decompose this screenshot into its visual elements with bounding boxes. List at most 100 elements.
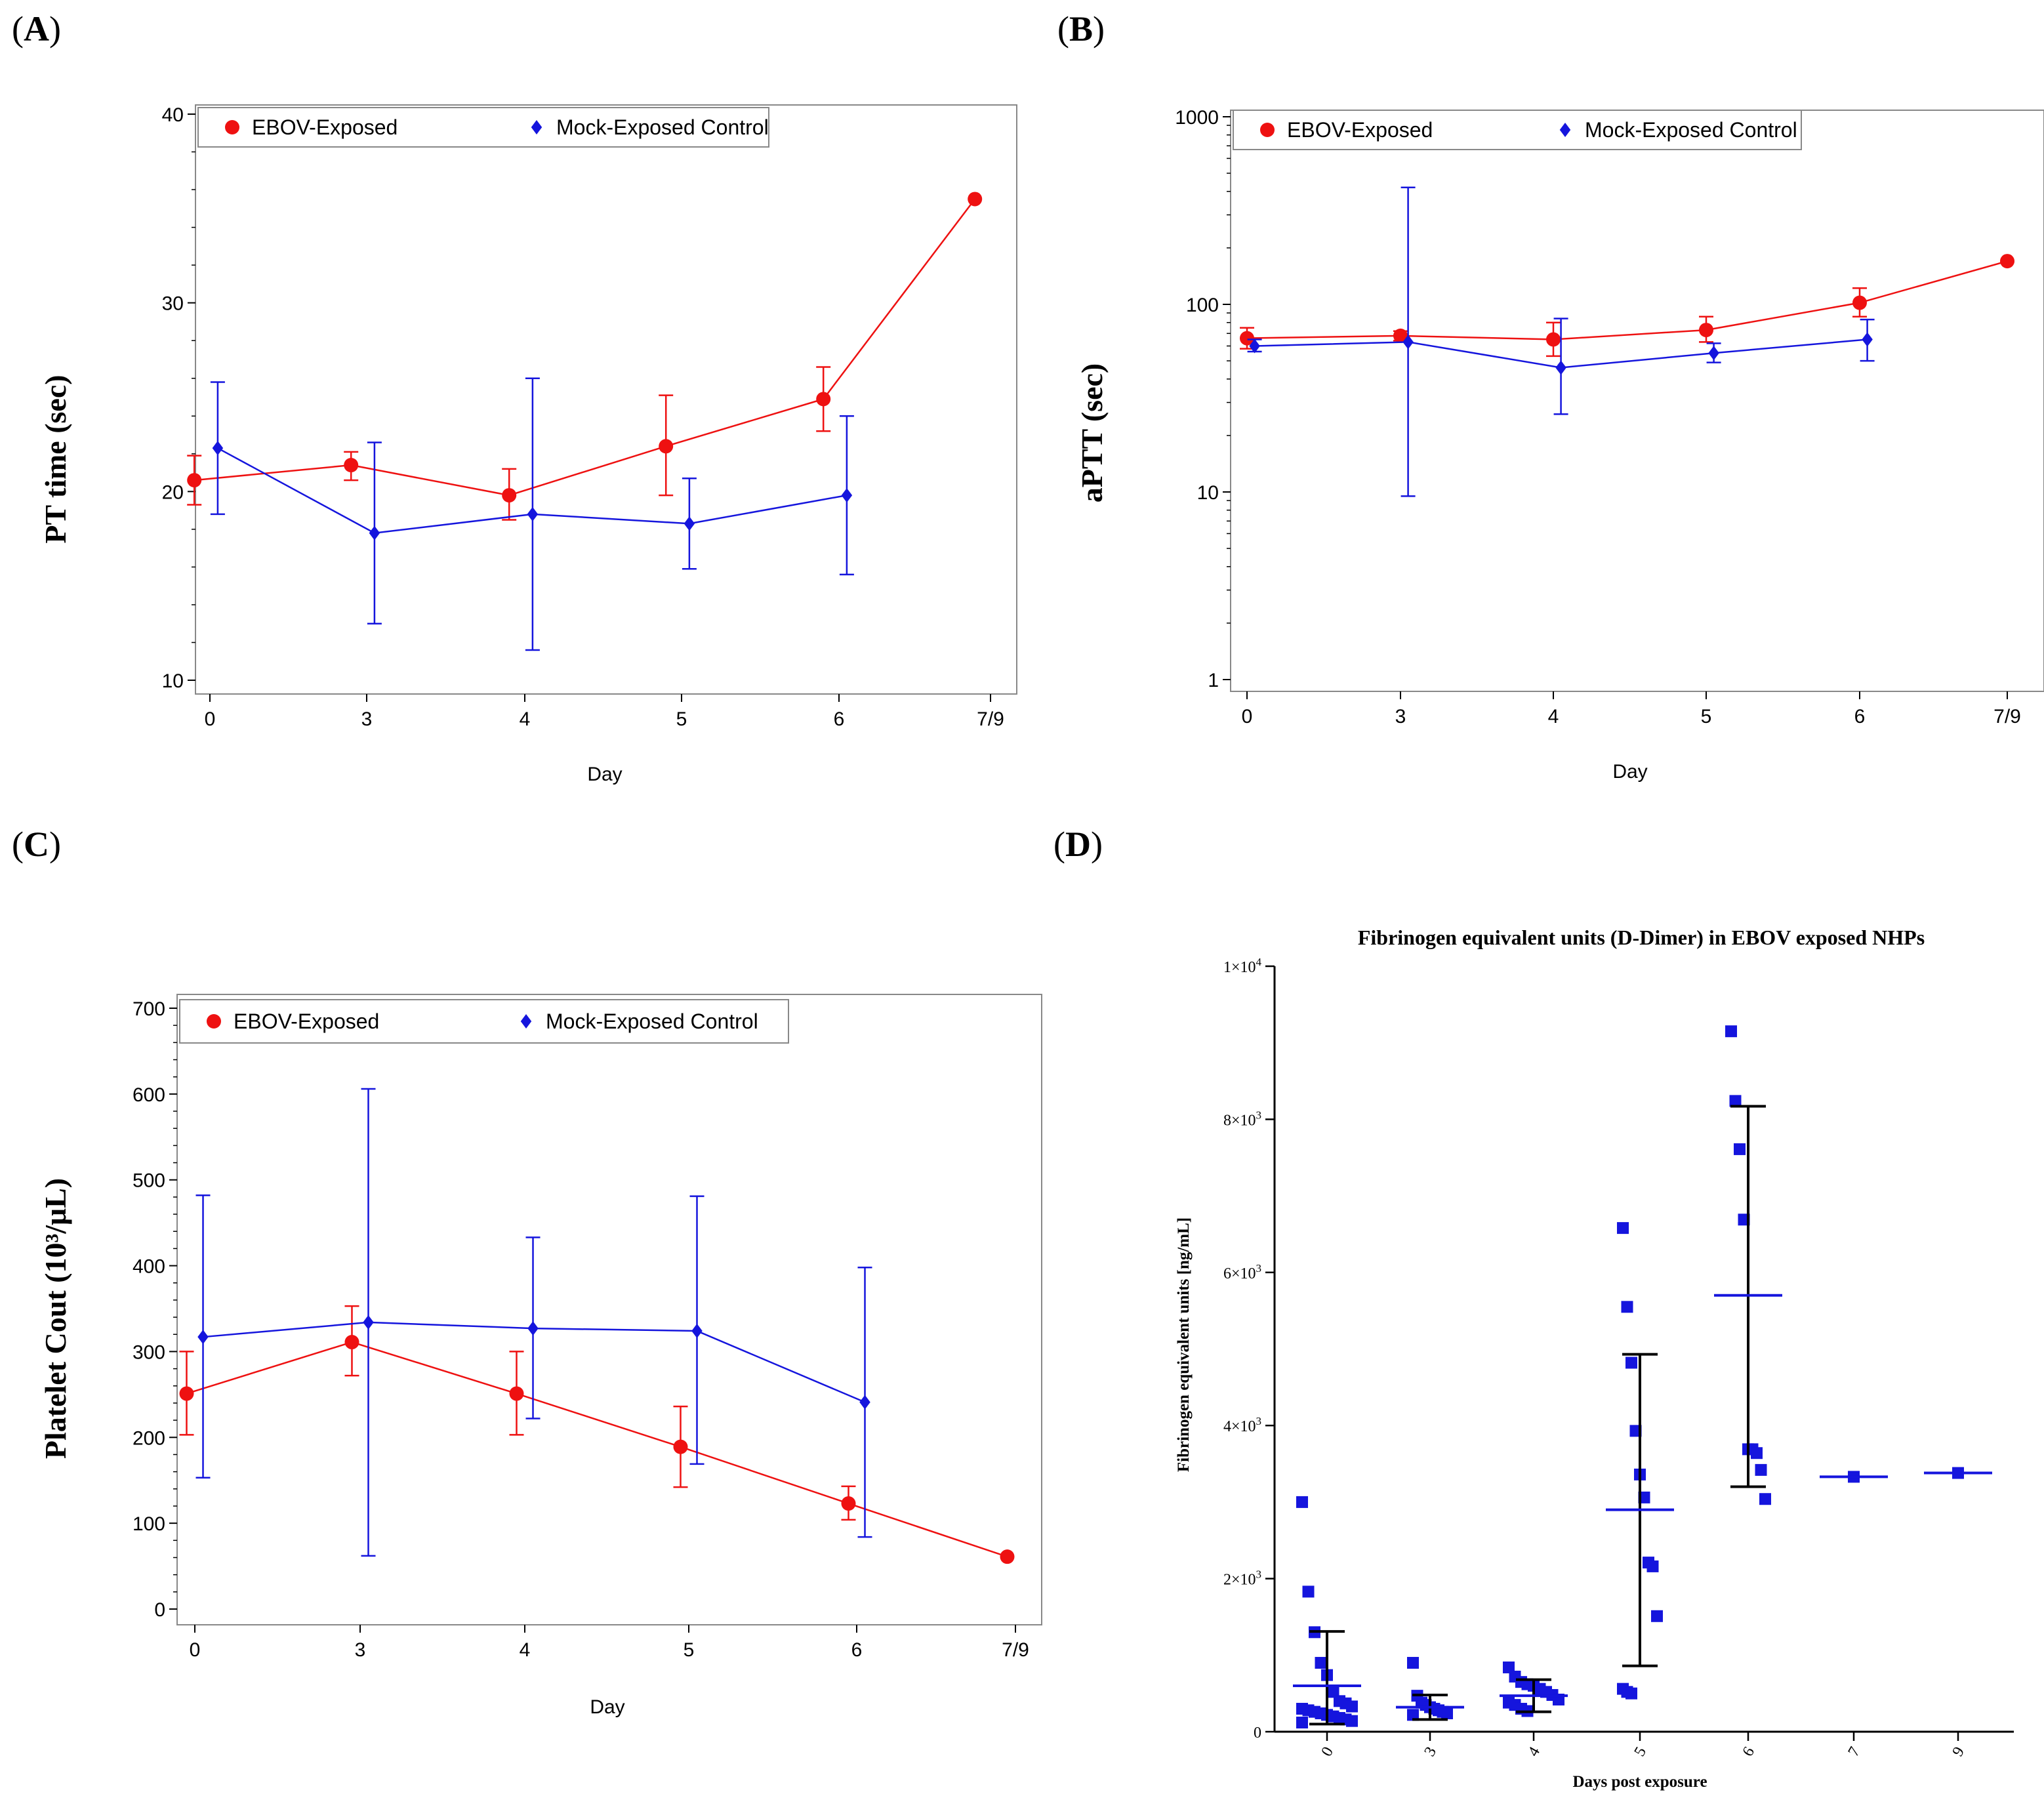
y-tick-label: 200 bbox=[133, 1427, 165, 1449]
series-ebov bbox=[187, 192, 983, 521]
x-tick-label: 4 bbox=[520, 708, 531, 730]
data-point bbox=[509, 1386, 524, 1401]
data-point bbox=[1708, 346, 1719, 361]
data-point bbox=[1734, 1143, 1746, 1155]
data-point bbox=[1852, 295, 1867, 310]
data-point bbox=[1751, 1447, 1763, 1459]
data-point bbox=[841, 1496, 856, 1511]
y-tick-label: 20 bbox=[162, 481, 184, 503]
panel-label: (A) bbox=[12, 9, 61, 49]
y-tick-label: 40 bbox=[162, 104, 184, 126]
y-tick-label: 8×103 bbox=[1223, 1109, 1261, 1129]
series-line bbox=[1246, 260, 2008, 340]
group-day-3 bbox=[1396, 1656, 1464, 1721]
y-tick-label: 6×103 bbox=[1223, 1262, 1261, 1282]
y-tick-label: 10 bbox=[1197, 482, 1219, 504]
x-tick-label: 7/9 bbox=[1993, 706, 2021, 727]
data-point bbox=[179, 1386, 194, 1401]
x-tick-label: 3 bbox=[361, 708, 373, 730]
series-mock bbox=[195, 1088, 872, 1557]
x-axis-title: Day bbox=[587, 764, 622, 785]
panel-label: (D) bbox=[1053, 825, 1103, 864]
data-point bbox=[1000, 1549, 1015, 1564]
data-point bbox=[1759, 1493, 1771, 1505]
data-point bbox=[197, 1330, 209, 1345]
data-point bbox=[1407, 1656, 1419, 1669]
x-tick-label: 0 bbox=[205, 708, 216, 730]
group-day-4 bbox=[1500, 1661, 1568, 1717]
data-point bbox=[1240, 331, 1254, 346]
y-axis-title: PT time (sec) bbox=[39, 375, 72, 543]
y-tick-label: 400 bbox=[133, 1256, 165, 1278]
legend-marker bbox=[520, 1014, 532, 1029]
data-point bbox=[1646, 1560, 1659, 1572]
y-tick-label: 2×103 bbox=[1223, 1568, 1261, 1589]
x-tick-label: 5 bbox=[684, 1639, 695, 1661]
x-tick-label: 6 bbox=[834, 708, 845, 730]
x-tick-label: 3 bbox=[355, 1639, 366, 1661]
y-tick-label: 100 bbox=[1186, 295, 1219, 316]
panel-c: (C) 0 100 200 300 400 500 600 700 0 3 4 5 6 7/9 Day Plat… bbox=[12, 825, 1042, 1718]
legend-label: Mock-Exposed Control bbox=[556, 115, 769, 139]
series-line bbox=[186, 1341, 1008, 1558]
data-point bbox=[1296, 1496, 1308, 1508]
data-point bbox=[2000, 254, 2014, 269]
data-point bbox=[1725, 1025, 1737, 1038]
legend-label: EBOV-Exposed bbox=[252, 115, 398, 139]
data-point bbox=[527, 506, 539, 521]
data-point bbox=[344, 458, 359, 473]
legend-marker bbox=[1559, 123, 1571, 137]
data-point bbox=[816, 392, 831, 407]
plot-frame bbox=[176, 994, 1042, 1625]
data-point bbox=[1327, 1686, 1339, 1698]
data-point bbox=[502, 488, 517, 503]
series-ebov bbox=[179, 1305, 1015, 1564]
data-point bbox=[673, 1439, 688, 1454]
y-axis-title: aPTT (sec) bbox=[1075, 363, 1109, 503]
legend-marker bbox=[207, 1014, 221, 1029]
data-point bbox=[1393, 328, 1408, 343]
plot-frame bbox=[195, 104, 1017, 695]
data-point bbox=[1346, 1715, 1358, 1727]
legend-box bbox=[179, 999, 789, 1044]
x-tick-label: 7/9 bbox=[977, 708, 1004, 730]
group-day-0 bbox=[1293, 1496, 1361, 1728]
data-point bbox=[212, 441, 224, 456]
data-point bbox=[1755, 1463, 1767, 1476]
data-point bbox=[841, 488, 853, 503]
series-mock bbox=[1247, 186, 1875, 497]
y-tick-label: 1×104 bbox=[1223, 956, 1262, 976]
data-point bbox=[1441, 1707, 1453, 1719]
panel-label: (B) bbox=[1057, 9, 1105, 49]
legend-box bbox=[197, 107, 769, 148]
legend-label: EBOV-Exposed bbox=[1287, 118, 1433, 142]
y-tick-label: 0 bbox=[1254, 1725, 1261, 1742]
data-point bbox=[1302, 1585, 1315, 1598]
panel-a: (A) 10 20 30 40 0 3 4 5 6 7/9 Day PT time (sec) EBOV-… bbox=[12, 9, 1017, 785]
x-tick-label: 3 bbox=[1395, 706, 1406, 727]
data-point bbox=[1699, 323, 1713, 338]
data-point bbox=[1503, 1661, 1515, 1673]
x-tick-label: 6 bbox=[851, 1639, 863, 1661]
series-ebov bbox=[1240, 254, 2014, 357]
legend-label: EBOV-Exposed bbox=[234, 1010, 379, 1033]
data-point bbox=[1617, 1222, 1629, 1235]
legend-marker bbox=[531, 120, 542, 134]
data-point bbox=[1346, 1700, 1358, 1713]
data-point bbox=[1621, 1301, 1633, 1313]
panel-b: (B) 1 10 100 1000 0 3 4 5 6 7/9 Day aPTT (sec) EBOV-E… bbox=[1057, 9, 2044, 783]
data-point bbox=[527, 1321, 539, 1336]
y-tick-label: 700 bbox=[133, 998, 165, 1020]
x-tick-label: 5 bbox=[1701, 706, 1712, 727]
y-tick-label: 500 bbox=[133, 1170, 165, 1192]
data-point bbox=[369, 525, 380, 541]
legend-label: Mock-Exposed Control bbox=[1585, 118, 1797, 142]
x-tick-label: 0 bbox=[1242, 706, 1253, 727]
y-tick-label: 1000 bbox=[1175, 107, 1219, 129]
x-tick-label: 5 bbox=[676, 708, 687, 730]
data-point bbox=[859, 1395, 870, 1410]
legend-box bbox=[1233, 110, 1802, 150]
chart-title: Fibrinogen equivalent units (D-Dimer) in… bbox=[1358, 926, 1925, 949]
data-point bbox=[968, 192, 983, 207]
y-tick-label: 1 bbox=[1208, 670, 1219, 691]
